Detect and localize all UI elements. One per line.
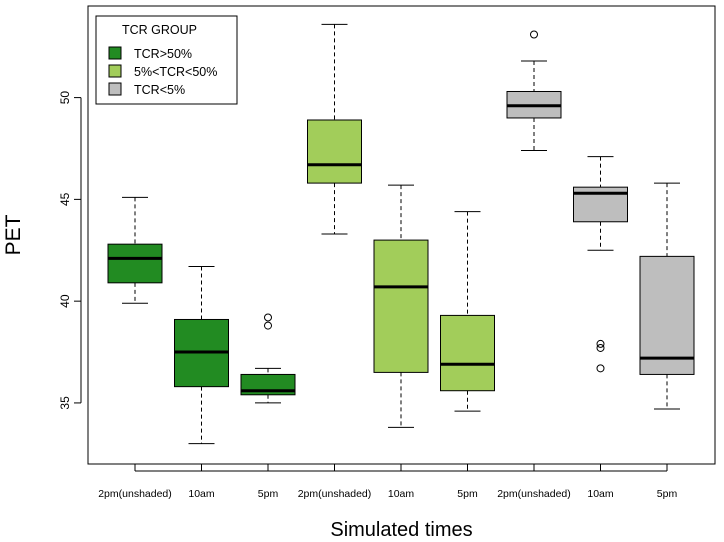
legend-label: 5%<TCR<50% [134,65,217,79]
iqr-box [373,239,429,373]
outlier-point [264,321,272,330]
outlier-point [596,339,605,348]
legend-title: TCR GROUP [122,23,197,37]
y-tick-label: 45 [58,192,72,206]
iqr-box [639,255,695,375]
x-tick-label: 10am [188,488,215,500]
box-8 [573,156,628,373]
iqr-box [440,314,495,392]
x-tick-label: 2pm(unshaded) [298,488,372,500]
x-tick-label: 10am [388,488,415,500]
x-tick-label: 5pm [457,488,478,500]
outlier-point [596,343,605,352]
x-tick-label: 2pm(unshaded) [497,488,571,500]
y-tick-label: 50 [58,91,72,105]
outlier-point [596,364,605,373]
x-tick-label: 5pm [657,488,678,500]
x-tick-label: 5pm [258,488,279,500]
box-6 [440,211,495,412]
legend-label: TCR>50% [134,47,192,61]
outlier-point [530,30,538,39]
y-tick-label: 35 [58,396,72,410]
box-7 [506,30,562,152]
iqr-box [107,243,163,284]
box-1 [107,196,163,304]
legend-swatch [108,46,122,60]
legend-label: TCR<5% [134,83,185,97]
box-2 [174,266,229,445]
legend: TCR GROUP TCR>50% 5%<TCR<50% TCR<5% [95,15,238,105]
box-4 [307,23,362,235]
legend-swatch [108,64,122,78]
outlier-point [264,313,272,322]
boxes-layer [107,23,695,445]
iqr-box [307,119,362,184]
legend-items: TCR>50% 5%<TCR<50% TCR<5% [108,46,217,97]
box-3 [240,313,296,404]
legend-item: TCR<5% [108,82,185,97]
x-axis: 2pm(unshaded) 10am 5pm 2pm(unshaded) 10am 5pm… [98,464,677,500]
y-axis-title: PET [2,214,25,255]
box-9 [639,182,695,410]
box-5 [373,184,429,428]
x-axis-title: Simulated times [330,519,472,541]
x-tick-label: 10am [587,488,614,500]
legend-swatch [108,82,122,96]
x-tick-label: 2pm(unshaded) [98,488,172,500]
legend-item: TCR>50% [108,46,192,61]
legend-item: 5%<TCR<50% [108,64,217,79]
y-axis: 35 40 45 50 [58,91,82,410]
y-tick-label: 40 [58,294,72,308]
